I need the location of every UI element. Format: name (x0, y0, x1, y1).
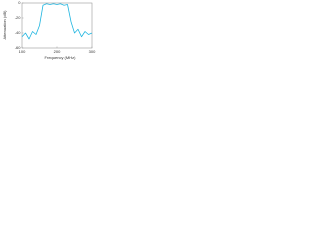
x-tick-label: 100 (19, 49, 26, 54)
x-tick-label: 200 (54, 49, 61, 54)
y-tick-label: -40 (15, 30, 22, 35)
plot-frame (21, 2, 93, 49)
y-tick-label: 0 (18, 0, 21, 5)
data-line (21, 3, 93, 40)
x-tick-label: 300 (89, 49, 96, 54)
y-tick-label: -20 (15, 15, 22, 20)
y-tick-label: -60 (15, 45, 22, 50)
x-axis-title: Frequency (MHz) (45, 55, 77, 60)
chart: Frequency (MHz) Attenuation (dB) -60 -40 -… (2, 0, 96, 60)
y-axis-title: Attenuation (dB) (2, 10, 7, 40)
